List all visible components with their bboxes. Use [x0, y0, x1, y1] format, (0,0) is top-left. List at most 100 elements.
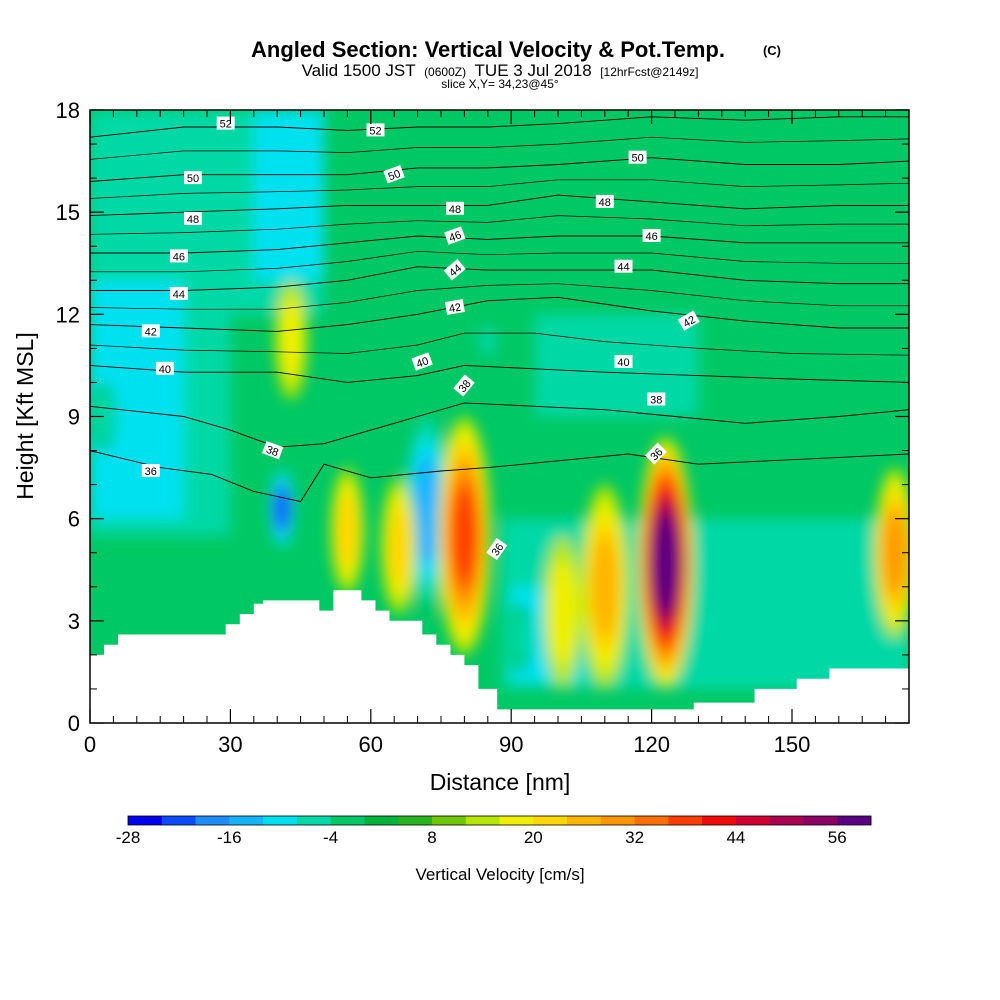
contour-label-bg: [453, 374, 475, 397]
colorbar-frame: [127, 815, 872, 826]
contour-label: 46: [642, 229, 661, 243]
isentrope-line-minor: [90, 215, 909, 235]
contour-label-bg: [184, 212, 202, 225]
isentrope-line: [90, 194, 909, 217]
isentrope-line: [90, 266, 909, 291]
colorbar-tick-label: 8: [427, 828, 436, 847]
velocity-field: [90, 110, 909, 689]
velocity-level: [279, 298, 304, 382]
updraft-cell: [381, 477, 417, 615]
downdraft-cell: [476, 321, 499, 362]
contour-label-text: 44: [173, 289, 185, 301]
chart-title-suffix: (C): [763, 43, 781, 58]
x-tick-label: 150: [774, 732, 811, 757]
downdraft-cell: [268, 464, 296, 553]
contour-label: 40: [614, 355, 633, 369]
colorbar-swatch: [837, 816, 872, 825]
contour-label-bg: [411, 352, 433, 371]
contour-label-bg: [169, 286, 188, 300]
contour-label-text: 48: [449, 204, 461, 216]
colorbar-tick-label: -28: [116, 828, 141, 847]
y-tick-label: 12: [56, 302, 80, 327]
contour-label: 44: [614, 259, 633, 274]
terrain: [90, 590, 909, 723]
contour-label: 44: [169, 286, 188, 301]
contour-label: 46: [169, 249, 188, 263]
velocity-band: [253, 110, 324, 281]
isentrope-line: [90, 450, 909, 503]
terrain-mask: [90, 590, 909, 723]
contour-label-bg: [366, 123, 385, 137]
contour-label-text: 40: [617, 357, 629, 369]
y-axis-label: Height [Kft MSL]: [12, 332, 38, 499]
colorbar-tick-label: 44: [726, 828, 745, 847]
contour-label: 42: [444, 299, 465, 315]
updraft-cell: [638, 436, 694, 689]
contour-label: 48: [595, 194, 614, 209]
colorbar-swatch: [600, 816, 635, 825]
contour-label-text: 38: [650, 395, 662, 407]
contour-label-text: 38: [264, 444, 280, 459]
downdraft-cell: [92, 382, 116, 451]
colorbar-swatch: [398, 816, 433, 825]
contour-label: 50: [383, 165, 405, 184]
x-tick-label: 90: [499, 732, 523, 757]
colorbar-swatch: [499, 816, 534, 825]
contour-label: 50: [628, 150, 647, 165]
contour-label-text: 46: [645, 231, 657, 243]
velocity-level: [275, 489, 289, 528]
contour-label-bg: [644, 442, 667, 465]
updraft-cell: [874, 467, 909, 638]
contour-label-bg: [444, 226, 466, 245]
contour-label-text: 48: [599, 197, 611, 209]
colorbar-label: Vertical Velocity [cm/s]: [415, 865, 584, 884]
isentrope-line-minor: [90, 136, 909, 160]
contour-label-bg: [155, 361, 174, 375]
y-tick-label: 9: [68, 405, 80, 430]
contour-label: 36: [141, 464, 160, 478]
contour-label-bg: [141, 464, 160, 477]
isentrope-line-minor: [90, 250, 909, 273]
colorbar: -28 -16 -4 8 20 32 44 56: [116, 815, 872, 847]
contour-label: 46: [444, 226, 466, 245]
contour-label-text: 36: [490, 541, 507, 558]
contour-label-bg: [628, 150, 647, 164]
updraft-cell: [330, 467, 365, 594]
x-tick-label: 30: [218, 732, 242, 757]
y-tick-label: 0: [68, 711, 80, 736]
valid-date: TUE 3 Jul 2018: [475, 61, 592, 80]
contour-label: 38: [261, 440, 284, 460]
colorbar-tick-label: -4: [323, 828, 338, 847]
contour-label-bg: [444, 299, 465, 315]
colorbar-swatch: [803, 816, 838, 825]
colorbar-swatch: [161, 816, 196, 825]
velocity-level: [591, 535, 618, 638]
contour-label: 36: [486, 537, 508, 561]
contour-label: 38: [647, 392, 666, 407]
contour-label-text: 42: [145, 326, 157, 338]
isentrope-line: [90, 402, 909, 448]
velocity-level: [511, 614, 530, 662]
isentrope-line: [90, 296, 909, 332]
contour-label-text: 50: [187, 173, 199, 185]
contour-label-bg: [486, 537, 508, 561]
chart-subtitle: Valid 1500 JST (0600Z) TUE 3 Jul 2018 [1…: [302, 61, 699, 80]
contour-label: 50: [184, 171, 202, 185]
isentrope-line: [90, 116, 909, 138]
colorbar-swatch: [229, 816, 264, 825]
colorbar-swatch: [330, 816, 365, 825]
colorbar-swatch: [195, 816, 230, 825]
colorbar-tick-label: 20: [524, 828, 543, 847]
colorbar-tick-label: 56: [828, 828, 847, 847]
downdraft-cell: [508, 603, 533, 672]
velocity-level: [548, 558, 577, 666]
velocity-level: [654, 520, 678, 605]
colorbar-swatch: [567, 816, 602, 825]
isentrope-line: [90, 235, 909, 254]
forecast-info: [12hrFcst@2149z]: [600, 65, 698, 79]
colorbar-swatch: [465, 816, 500, 825]
updraft-cell: [438, 416, 491, 655]
colorbar-swatch: [735, 816, 771, 825]
x-tick-label: 0: [84, 732, 96, 757]
